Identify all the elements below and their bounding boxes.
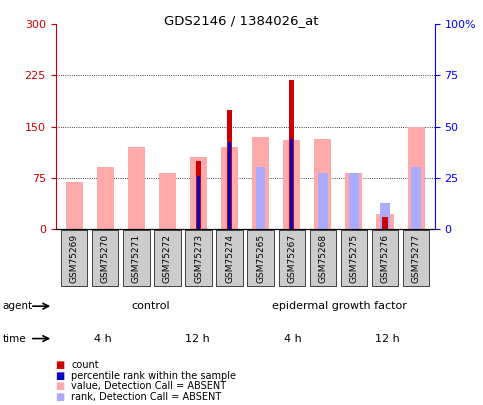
Bar [252,137,269,229]
Bar [221,147,238,229]
Text: value, Detection Call = ABSENT: value, Detection Call = ABSENT [71,382,227,391]
FancyBboxPatch shape [341,230,367,286]
Bar [128,147,145,229]
Bar [256,168,265,229]
Bar [227,109,232,229]
FancyBboxPatch shape [92,230,118,286]
Bar [196,161,201,229]
Text: ■: ■ [56,371,65,381]
Text: agent: agent [2,301,32,311]
Text: GSM75271: GSM75271 [132,234,141,283]
Text: GSM75275: GSM75275 [349,234,358,283]
Bar [159,173,176,229]
FancyBboxPatch shape [372,230,398,286]
Text: 4 h: 4 h [94,334,112,343]
Text: ■: ■ [56,360,65,370]
FancyBboxPatch shape [154,230,181,286]
Bar [283,140,300,229]
Bar [412,168,421,229]
Text: count: count [71,360,99,370]
Bar [314,139,331,229]
FancyBboxPatch shape [185,230,212,286]
FancyBboxPatch shape [279,230,305,286]
Text: ■: ■ [56,382,65,391]
Bar [290,139,293,229]
Text: control: control [131,301,170,311]
Bar [349,173,358,229]
Text: GSM75270: GSM75270 [101,234,110,283]
Bar [228,142,231,229]
Bar [376,214,394,229]
Text: GSM75267: GSM75267 [287,234,296,283]
Text: GSM75273: GSM75273 [194,234,203,283]
Text: GSM75268: GSM75268 [318,234,327,283]
Text: GSM75274: GSM75274 [225,234,234,283]
FancyBboxPatch shape [403,230,429,286]
FancyBboxPatch shape [216,230,243,286]
Text: GSM75265: GSM75265 [256,234,265,283]
Text: GSM75272: GSM75272 [163,234,172,283]
Text: GSM75277: GSM75277 [412,234,421,283]
Text: ■: ■ [56,392,65,402]
FancyBboxPatch shape [61,230,87,286]
Text: 12 h: 12 h [375,334,399,343]
Bar [408,126,425,229]
Bar [66,183,83,229]
Text: time: time [2,334,26,343]
Bar [289,80,295,229]
Text: percentile rank within the sample: percentile rank within the sample [71,371,237,381]
Text: GSM75276: GSM75276 [381,234,389,283]
Bar [380,203,390,229]
Text: rank, Detection Call = ABSENT: rank, Detection Call = ABSENT [71,392,222,402]
Bar [345,173,362,229]
Text: 4 h: 4 h [284,334,301,343]
FancyBboxPatch shape [247,230,274,286]
FancyBboxPatch shape [310,230,336,286]
Bar [382,217,388,229]
Bar [190,157,207,229]
Bar [97,168,114,229]
Text: 12 h: 12 h [185,334,210,343]
FancyBboxPatch shape [123,230,150,286]
Text: GSM75269: GSM75269 [70,234,79,283]
Bar [318,173,327,229]
Text: epidermal growth factor: epidermal growth factor [272,301,407,311]
Bar [197,176,200,229]
Text: GDS2146 / 1384026_at: GDS2146 / 1384026_at [164,14,319,27]
